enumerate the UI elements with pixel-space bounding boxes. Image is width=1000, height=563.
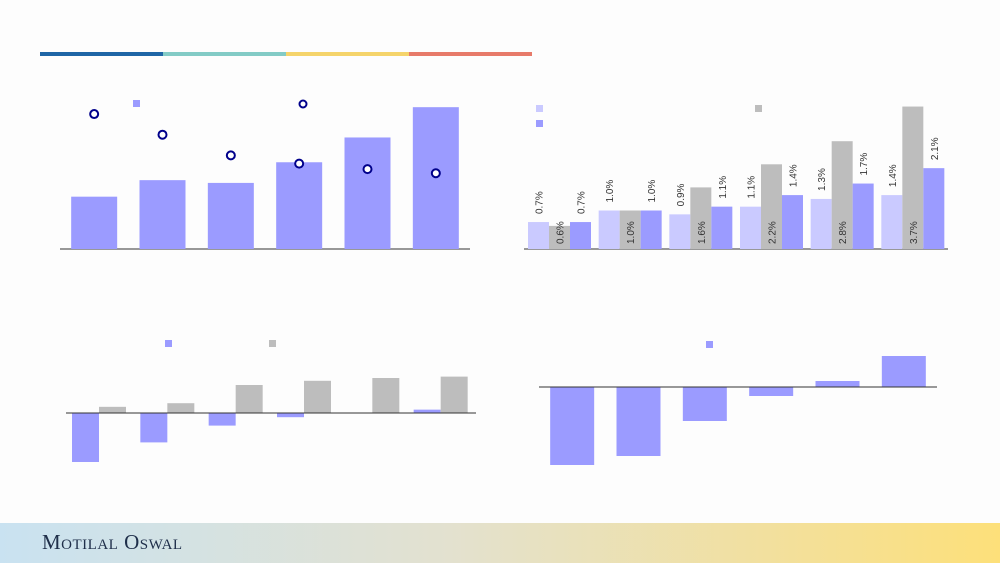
- bar-tr-s2-2: [619, 210, 641, 249]
- legend-marker-scatter: [298, 99, 308, 109]
- bar-tr-s3-1: [570, 222, 591, 249]
- label-tr-s1-1: 0.7%: [535, 191, 546, 214]
- point-tl-2: [157, 129, 168, 140]
- bar-tr-s3-2: [640, 210, 662, 249]
- bar-br-3: [682, 387, 727, 421]
- chart-bottom-left: [66, 340, 476, 462]
- bar-tr-s1-1: [528, 222, 549, 249]
- bar-tl-4: [276, 162, 323, 249]
- bar-br-5: [815, 381, 860, 387]
- bar-bl-s1-3: [208, 413, 236, 426]
- legend-marker-tr-3: [536, 120, 543, 127]
- bar-bl-s1-1: [72, 413, 99, 462]
- label-tr-s2-5: 2.8%: [838, 221, 849, 244]
- point-tl-3: [225, 150, 236, 161]
- bar-tl-2: [139, 180, 186, 249]
- bar-tr-s3-6: [923, 168, 945, 249]
- bar-tr-s3-5: [852, 183, 874, 249]
- label-tr-s1-2: 1.0%: [605, 180, 616, 203]
- accent-segment-3: [286, 52, 409, 56]
- point-tl-1: [89, 109, 100, 120]
- label-tr-s1-4: 1.1%: [747, 176, 758, 199]
- bar-tr-s2-3: [690, 187, 712, 249]
- legend-marker-bl-1: [165, 340, 172, 347]
- bar-br-6: [881, 356, 926, 387]
- accent-line: [40, 52, 532, 56]
- chart-top-left: [60, 99, 470, 250]
- bar-tr-s3-4: [782, 195, 803, 249]
- label-tr-s3-2: 1.0%: [647, 180, 658, 203]
- bar-tr-s1-2: [598, 210, 620, 249]
- bar-bl-s2-1: [99, 406, 126, 413]
- accent-segment-1: [40, 52, 163, 56]
- label-tr-s2-4: 2.2%: [768, 221, 779, 244]
- point-tl-5: [362, 164, 373, 175]
- bar-bl-s2-4: [304, 380, 331, 413]
- bar-tr-s1-3: [669, 214, 691, 249]
- label-tr-s3-3: 1.1%: [718, 176, 729, 199]
- accent-segment-4: [409, 52, 532, 56]
- label-tr-s2-6: 3.7%: [909, 221, 920, 244]
- bar-tr-s1-6: [881, 195, 903, 249]
- brand-logo-text: Motilal Oswal: [42, 530, 183, 554]
- bar-bl-s1-4: [277, 413, 304, 418]
- bar-bl-s1-6: [413, 409, 441, 413]
- bar-br-1: [550, 387, 595, 465]
- legend-marker-tr-1: [536, 105, 543, 112]
- bar-bl-s2-5: [372, 378, 400, 413]
- bar-tr-s2-1: [549, 225, 570, 249]
- bar-br-4: [749, 387, 794, 396]
- chart-bottom-right: [539, 341, 937, 465]
- point-tl-4: [294, 158, 305, 169]
- chart-top-right: 0.7% 0.6% 0.7% 1.0% 1.0% 1.0% 0.9% 1.6% 1.1% 1.1%…: [524, 105, 948, 250]
- bar-tl-1: [71, 196, 118, 249]
- label-tr-s3-1: 0.7%: [577, 191, 588, 214]
- legend-marker-bar: [133, 100, 140, 107]
- bar-tr-s3-3: [711, 206, 733, 249]
- bar-br-2: [616, 387, 661, 456]
- bar-tr-s2-6: [902, 106, 924, 249]
- legend-marker-br-1: [706, 341, 713, 348]
- accent-segment-2: [163, 52, 286, 56]
- label-tr-s2-3: 1.6%: [697, 221, 708, 244]
- label-tr-s1-5: 1.3%: [817, 168, 828, 191]
- label-tr-s3-6: 2.1%: [930, 137, 941, 160]
- bar-bl-s2-6: [440, 376, 468, 413]
- label-tr-s2-1: 0.6%: [556, 221, 567, 244]
- legend-marker-tr-2: [755, 105, 762, 112]
- bar-tl-5: [344, 137, 391, 249]
- bar-tr-s2-5: [831, 141, 853, 249]
- label-tr-s1-3: 0.9%: [676, 183, 687, 206]
- bar-bl-s2-3: [235, 385, 263, 413]
- label-tr-s3-5: 1.7%: [859, 153, 870, 176]
- bar-tl-3: [207, 182, 254, 249]
- label-tr-s1-6: 1.4%: [888, 164, 899, 187]
- footer-gradient-band: [0, 523, 1000, 563]
- point-tl-6: [430, 168, 441, 179]
- legend-marker-bl-2: [269, 340, 276, 347]
- bar-tr-s2-4: [761, 164, 782, 249]
- bar-tr-s1-4: [740, 206, 761, 249]
- label-tr-s2-2: 1.0%: [626, 221, 637, 244]
- bar-bl-s1-2: [140, 413, 168, 443]
- bar-tr-s1-5: [810, 198, 832, 249]
- bar-bl-s2-2: [167, 403, 195, 413]
- label-tr-s3-4: 1.4%: [789, 164, 800, 187]
